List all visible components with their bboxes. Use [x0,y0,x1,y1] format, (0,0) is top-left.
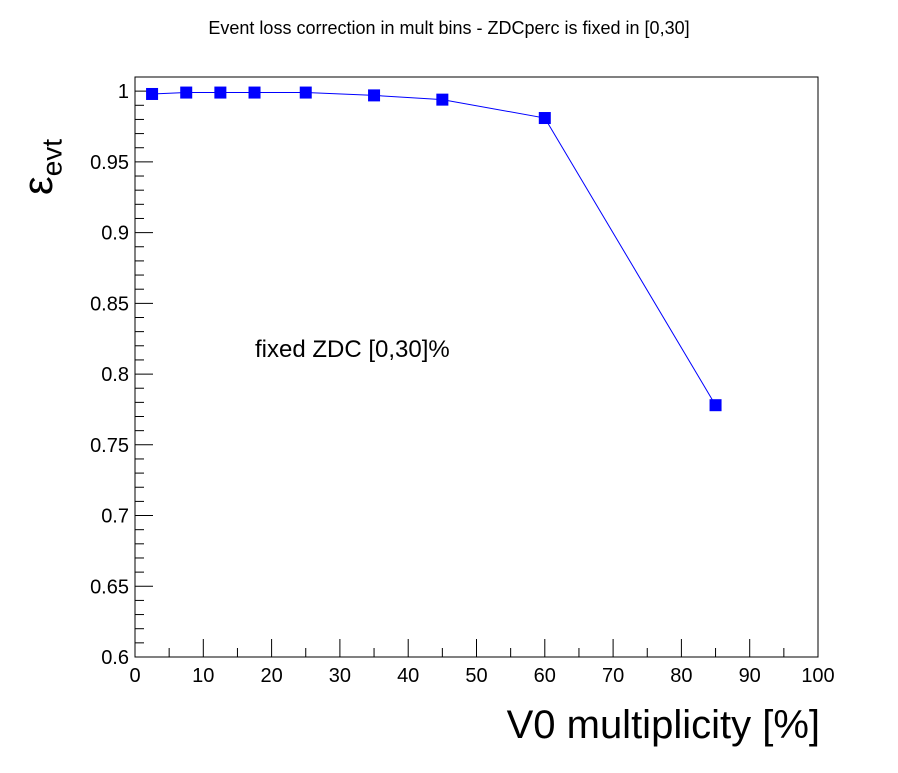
y-tick-label: 0.9 [101,223,129,245]
y-axis-label-sub: evt [36,138,68,177]
plot-frame [134,76,819,658]
y-tick-label: 0.7 [101,506,129,528]
x-tick-label: 10 [192,665,214,687]
y-tick-label: 0.6 [101,647,129,669]
data-point [709,399,722,412]
x-axis-label: V0 multiplicity [%] [506,703,820,747]
y-tick-label: 0.75 [90,435,129,457]
x-tick-label: 70 [602,665,624,687]
x-tick-label: 90 [739,665,761,687]
y-tick-label: 1 [118,81,129,103]
y-axis-label: εevt [14,139,68,195]
y-tick-label: 0.85 [90,293,129,315]
x-tick-label: 60 [534,665,556,687]
data-point [436,93,449,106]
chart-title: Event loss correction in mult bins - ZDC… [208,18,690,38]
data-point [248,86,261,99]
x-tick-label: 0 [129,665,140,687]
data-point [146,87,159,100]
data-point [538,112,551,125]
data-point [214,86,227,99]
data-point [180,86,193,99]
x-tick-label: 50 [465,665,487,687]
y-tick-label: 0.8 [101,364,129,386]
y-tick-label: 0.95 [90,152,129,174]
data-point [299,86,312,99]
chart-annotation: fixed ZDC [0,30]% [255,336,450,363]
data-point [368,89,381,102]
y-tick-label: 0.65 [90,576,129,598]
x-tick-label: 100 [801,665,834,687]
y-axis-label-main: ε [14,176,61,195]
x-tick-label: 40 [397,665,419,687]
x-tick-label: 20 [260,665,282,687]
x-tick-label: 80 [670,665,692,687]
x-tick-label: 30 [329,665,351,687]
